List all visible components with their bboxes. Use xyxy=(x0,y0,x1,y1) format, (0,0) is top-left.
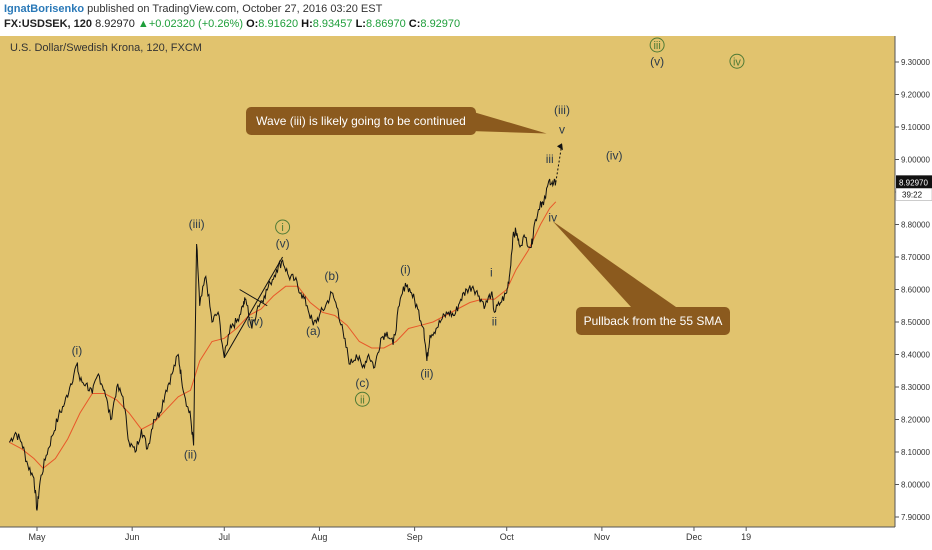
callout-text: Pullback from the 55 SMA xyxy=(584,314,723,328)
callout-pointer xyxy=(470,111,547,134)
published-text: published on TradingView.com, October 27… xyxy=(87,3,383,15)
callout-pointer xyxy=(552,221,676,307)
price-chart[interactable]: U.S. Dollar/Swedish Krona, 120, FXCM 7.9… xyxy=(0,36,932,550)
wave-label: iii xyxy=(653,40,660,52)
wave-label: (v) xyxy=(650,54,664,68)
callouts: Wave (iii) is likely going to be continu… xyxy=(246,107,730,335)
chart-header: IgnatBorisenko published on TradingView.… xyxy=(0,0,932,36)
y-tick-label: 9.00000 xyxy=(901,156,930,165)
y-tick-label: 8.40000 xyxy=(901,351,930,360)
wave-label: v xyxy=(559,123,565,137)
wave-label: i xyxy=(281,222,283,234)
author-link[interactable]: IgnatBorisenko xyxy=(4,3,85,15)
wave-circle xyxy=(729,53,745,69)
y-tick-label: 9.10000 xyxy=(901,123,930,132)
open-value: 8.91620 xyxy=(258,18,299,30)
time-axis-ticks: May Jun Jul Aug Sep Oct Nov Dec 19 xyxy=(28,527,751,542)
y-tick-label: 8.30000 xyxy=(901,383,930,392)
low-label: L: xyxy=(355,18,366,30)
wave-label: (ii) xyxy=(420,366,433,380)
trendline xyxy=(239,289,268,307)
wave-label: (iv) xyxy=(247,314,264,328)
last-price-value: 8.92970 xyxy=(899,178,928,187)
plot-lines xyxy=(8,143,563,511)
x-tick-label: May xyxy=(28,532,46,542)
x-tick-label: 19 xyxy=(741,532,751,542)
time-axis-panel xyxy=(0,527,932,550)
x-tick-label: Sep xyxy=(407,532,423,542)
wave-label: iii xyxy=(546,152,554,166)
x-tick-label: Oct xyxy=(500,532,515,542)
change-text: +0.02320 (+0.26%) xyxy=(148,18,243,30)
up-arrow-icon: ▲ xyxy=(137,18,149,30)
wave-label: (iii) xyxy=(189,217,205,231)
chart-title: U.S. Dollar/Swedish Krona, 120, FXCM xyxy=(10,42,202,54)
wave-label: (iii) xyxy=(554,103,570,117)
wave-label: iv xyxy=(733,56,741,68)
close-value: 8.92970 xyxy=(420,18,461,30)
projection-arrow xyxy=(555,143,563,183)
countdown-value: 39:22 xyxy=(902,190,923,199)
callout-text: Wave (iii) is likely going to be continu… xyxy=(256,114,466,128)
close-label: C: xyxy=(408,18,421,30)
wave-label: (ii) xyxy=(184,448,197,462)
y-tick-label: 8.50000 xyxy=(901,318,930,327)
wave-circle xyxy=(354,391,370,407)
symbol-line: FX:USDSEK, 120 8.92970 ▲+0.02320 (+0.26%… xyxy=(4,18,460,30)
y-tick-label: 9.20000 xyxy=(901,91,930,100)
y-tick-label: 8.00000 xyxy=(901,481,930,490)
publisher-line: IgnatBorisenko published on TradingView.… xyxy=(4,3,382,15)
open-label: O: xyxy=(246,18,259,30)
wave-label: iv xyxy=(548,210,557,224)
y-tick-label: 8.60000 xyxy=(901,286,930,295)
price-line xyxy=(8,178,557,511)
y-tick-label: 8.20000 xyxy=(901,416,930,425)
countdown-badge xyxy=(895,188,932,201)
last-price-badge xyxy=(896,175,932,189)
wave-label: ii xyxy=(492,314,497,328)
wave-label: ii xyxy=(360,394,365,406)
wave-label: (v) xyxy=(276,236,290,250)
wave-circle xyxy=(275,219,291,235)
wave-labels: (i)(ii)(iii)(iv)(v)i(a)(b)(c)ii(i)(ii)ii… xyxy=(72,37,745,462)
y-tick-label: 8.80000 xyxy=(901,221,930,230)
y-tick-label: 8.10000 xyxy=(901,448,930,457)
x-tick-label: Jul xyxy=(219,532,231,542)
price-axis-panel xyxy=(895,36,932,550)
low-value: 8.86970 xyxy=(365,18,406,30)
wave-label: (i) xyxy=(72,344,83,358)
high-label: H: xyxy=(301,18,313,30)
wave-label: (b) xyxy=(324,269,339,283)
x-tick-label: Jun xyxy=(125,532,140,542)
wave-label: (iv) xyxy=(606,149,623,163)
y-tick-label: 8.70000 xyxy=(901,253,930,262)
callout-box xyxy=(576,307,730,335)
projection-arrow-head xyxy=(556,143,563,151)
wave-label: (i) xyxy=(400,262,411,276)
wave-label: (a) xyxy=(306,324,321,338)
symbol-label[interactable]: FX:USDSEK, 120 xyxy=(4,18,93,30)
high-value: 8.93457 xyxy=(312,18,353,30)
price-axis-ticks: 7.90000 8.00000 8.10000 8.20000 8.30000 8.400… xyxy=(895,58,930,522)
trendline xyxy=(223,256,284,359)
sma-55-line xyxy=(9,201,557,469)
wave-label: (c) xyxy=(355,376,369,390)
price-badges: 8.92970 39:22 xyxy=(895,175,932,201)
callout-box xyxy=(246,107,476,135)
wave-label: i xyxy=(490,266,493,280)
y-tick-label: 7.90000 xyxy=(901,513,930,522)
x-tick-label: Aug xyxy=(311,532,327,542)
last-price-text: 8.92970 xyxy=(95,18,135,30)
wave-circle xyxy=(649,37,665,53)
x-tick-label: Dec xyxy=(686,532,703,542)
x-tick-label: Nov xyxy=(594,532,611,542)
y-tick-label: 9.30000 xyxy=(901,58,930,67)
